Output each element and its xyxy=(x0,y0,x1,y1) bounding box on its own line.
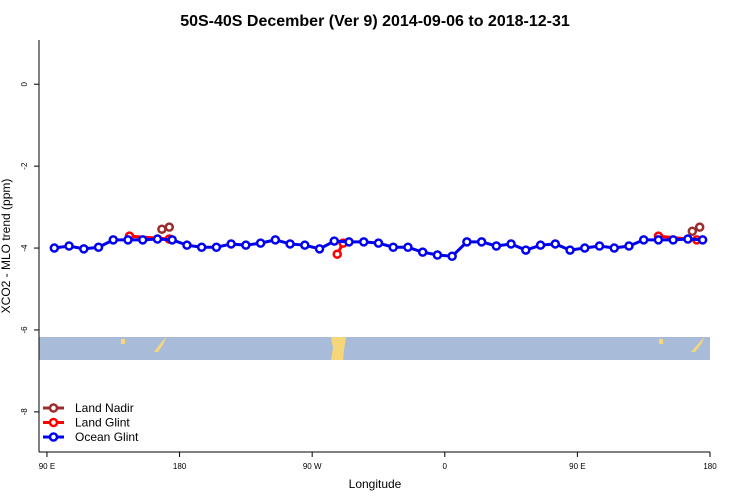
point xyxy=(196,242,207,252)
point xyxy=(332,249,342,259)
x-tick-label: 90 E xyxy=(39,462,55,471)
point xyxy=(609,243,619,253)
point xyxy=(164,222,175,232)
x-axis-label: Longitude xyxy=(349,477,402,491)
legend-label: Ocean Glint xyxy=(75,430,139,444)
point xyxy=(432,250,443,260)
point xyxy=(653,235,664,245)
point xyxy=(535,240,546,250)
land xyxy=(331,337,346,360)
y-tick-label: -2 xyxy=(20,162,29,170)
point xyxy=(550,239,561,249)
point xyxy=(683,234,693,244)
y-tick-label: -4 xyxy=(20,244,29,252)
point xyxy=(157,224,167,234)
point xyxy=(447,251,457,261)
y-axis-label: XCO2 - MLO trend (ppm) xyxy=(0,179,13,314)
point xyxy=(226,239,236,249)
chart-title: 50S-40S December (Ver 9) 2014-09-06 to 2… xyxy=(180,13,570,30)
point xyxy=(255,238,266,248)
point xyxy=(388,242,398,252)
y-tick-label: -8 xyxy=(20,408,29,416)
point xyxy=(123,235,133,245)
legend-marker xyxy=(48,432,59,442)
point xyxy=(506,239,516,249)
point xyxy=(580,243,590,253)
point xyxy=(49,243,60,253)
point xyxy=(137,235,148,245)
point xyxy=(64,241,74,251)
x-tick-label: 180 xyxy=(173,462,187,471)
point xyxy=(93,242,104,252)
point xyxy=(668,235,678,245)
point xyxy=(285,239,295,249)
point xyxy=(638,235,649,245)
point xyxy=(314,244,325,254)
point xyxy=(270,235,281,245)
legend-label: Land Glint xyxy=(75,416,130,430)
point xyxy=(476,237,487,247)
x-tick-label: 180 xyxy=(703,462,717,471)
point xyxy=(403,242,413,252)
point xyxy=(491,241,502,251)
legend-marker xyxy=(48,403,59,413)
legend-marker xyxy=(48,417,59,428)
point xyxy=(329,236,340,246)
point xyxy=(211,242,222,252)
point xyxy=(241,240,251,250)
point xyxy=(417,247,428,257)
point xyxy=(167,235,177,245)
point xyxy=(594,241,605,251)
point xyxy=(79,244,89,254)
point xyxy=(358,237,369,247)
land xyxy=(154,337,166,352)
point xyxy=(687,226,698,237)
point xyxy=(697,235,708,245)
land xyxy=(121,339,125,344)
x-tick-label: 90 E xyxy=(569,462,585,471)
x-tick-label: 0 xyxy=(443,462,448,471)
point xyxy=(462,237,472,247)
y-tick-label: -6 xyxy=(20,326,29,334)
x-tick-label: 90 W xyxy=(303,462,322,471)
point xyxy=(521,245,531,255)
y-tick-label: 0 xyxy=(20,81,29,86)
land xyxy=(659,339,663,344)
point xyxy=(182,240,192,250)
legend-label: Land Nadir xyxy=(75,401,134,415)
point xyxy=(344,237,354,247)
point xyxy=(108,235,119,245)
point xyxy=(565,245,575,255)
point xyxy=(300,240,310,250)
point xyxy=(152,234,163,244)
point xyxy=(694,222,705,232)
map-strip xyxy=(39,337,710,360)
ocean-band xyxy=(39,337,710,360)
point xyxy=(624,241,634,251)
point xyxy=(373,238,384,248)
